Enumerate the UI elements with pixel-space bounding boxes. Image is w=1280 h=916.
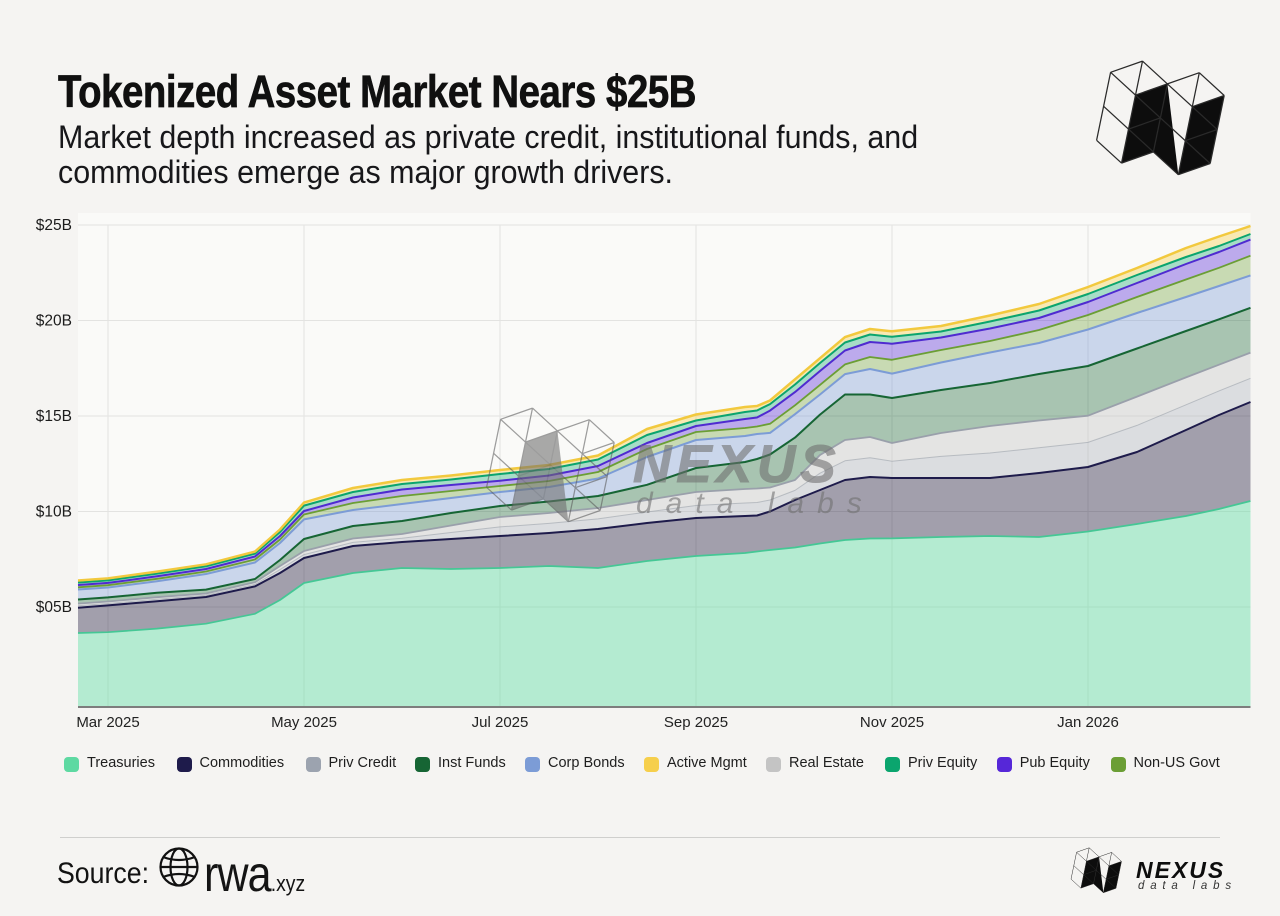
svg-text:Sep 2025: Sep 2025	[664, 714, 728, 731]
svg-text:Mar 2025: Mar 2025	[76, 714, 139, 731]
svg-text:NEXUS: NEXUS	[633, 435, 841, 494]
svg-text:$05B: $05B	[36, 599, 72, 616]
svg-text:$20B: $20B	[36, 313, 72, 330]
svg-text:$10B: $10B	[36, 504, 72, 521]
svg-text:$15B: $15B	[36, 408, 72, 425]
svg-text:Jul 2025: Jul 2025	[472, 714, 529, 731]
svg-text:data labs: data labs	[636, 487, 875, 520]
svg-text:Jan 2026: Jan 2026	[1057, 714, 1119, 731]
svg-text:$25B: $25B	[36, 217, 72, 234]
svg-text:Nov 2025: Nov 2025	[860, 714, 924, 731]
svg-text:May 2025: May 2025	[271, 714, 337, 731]
